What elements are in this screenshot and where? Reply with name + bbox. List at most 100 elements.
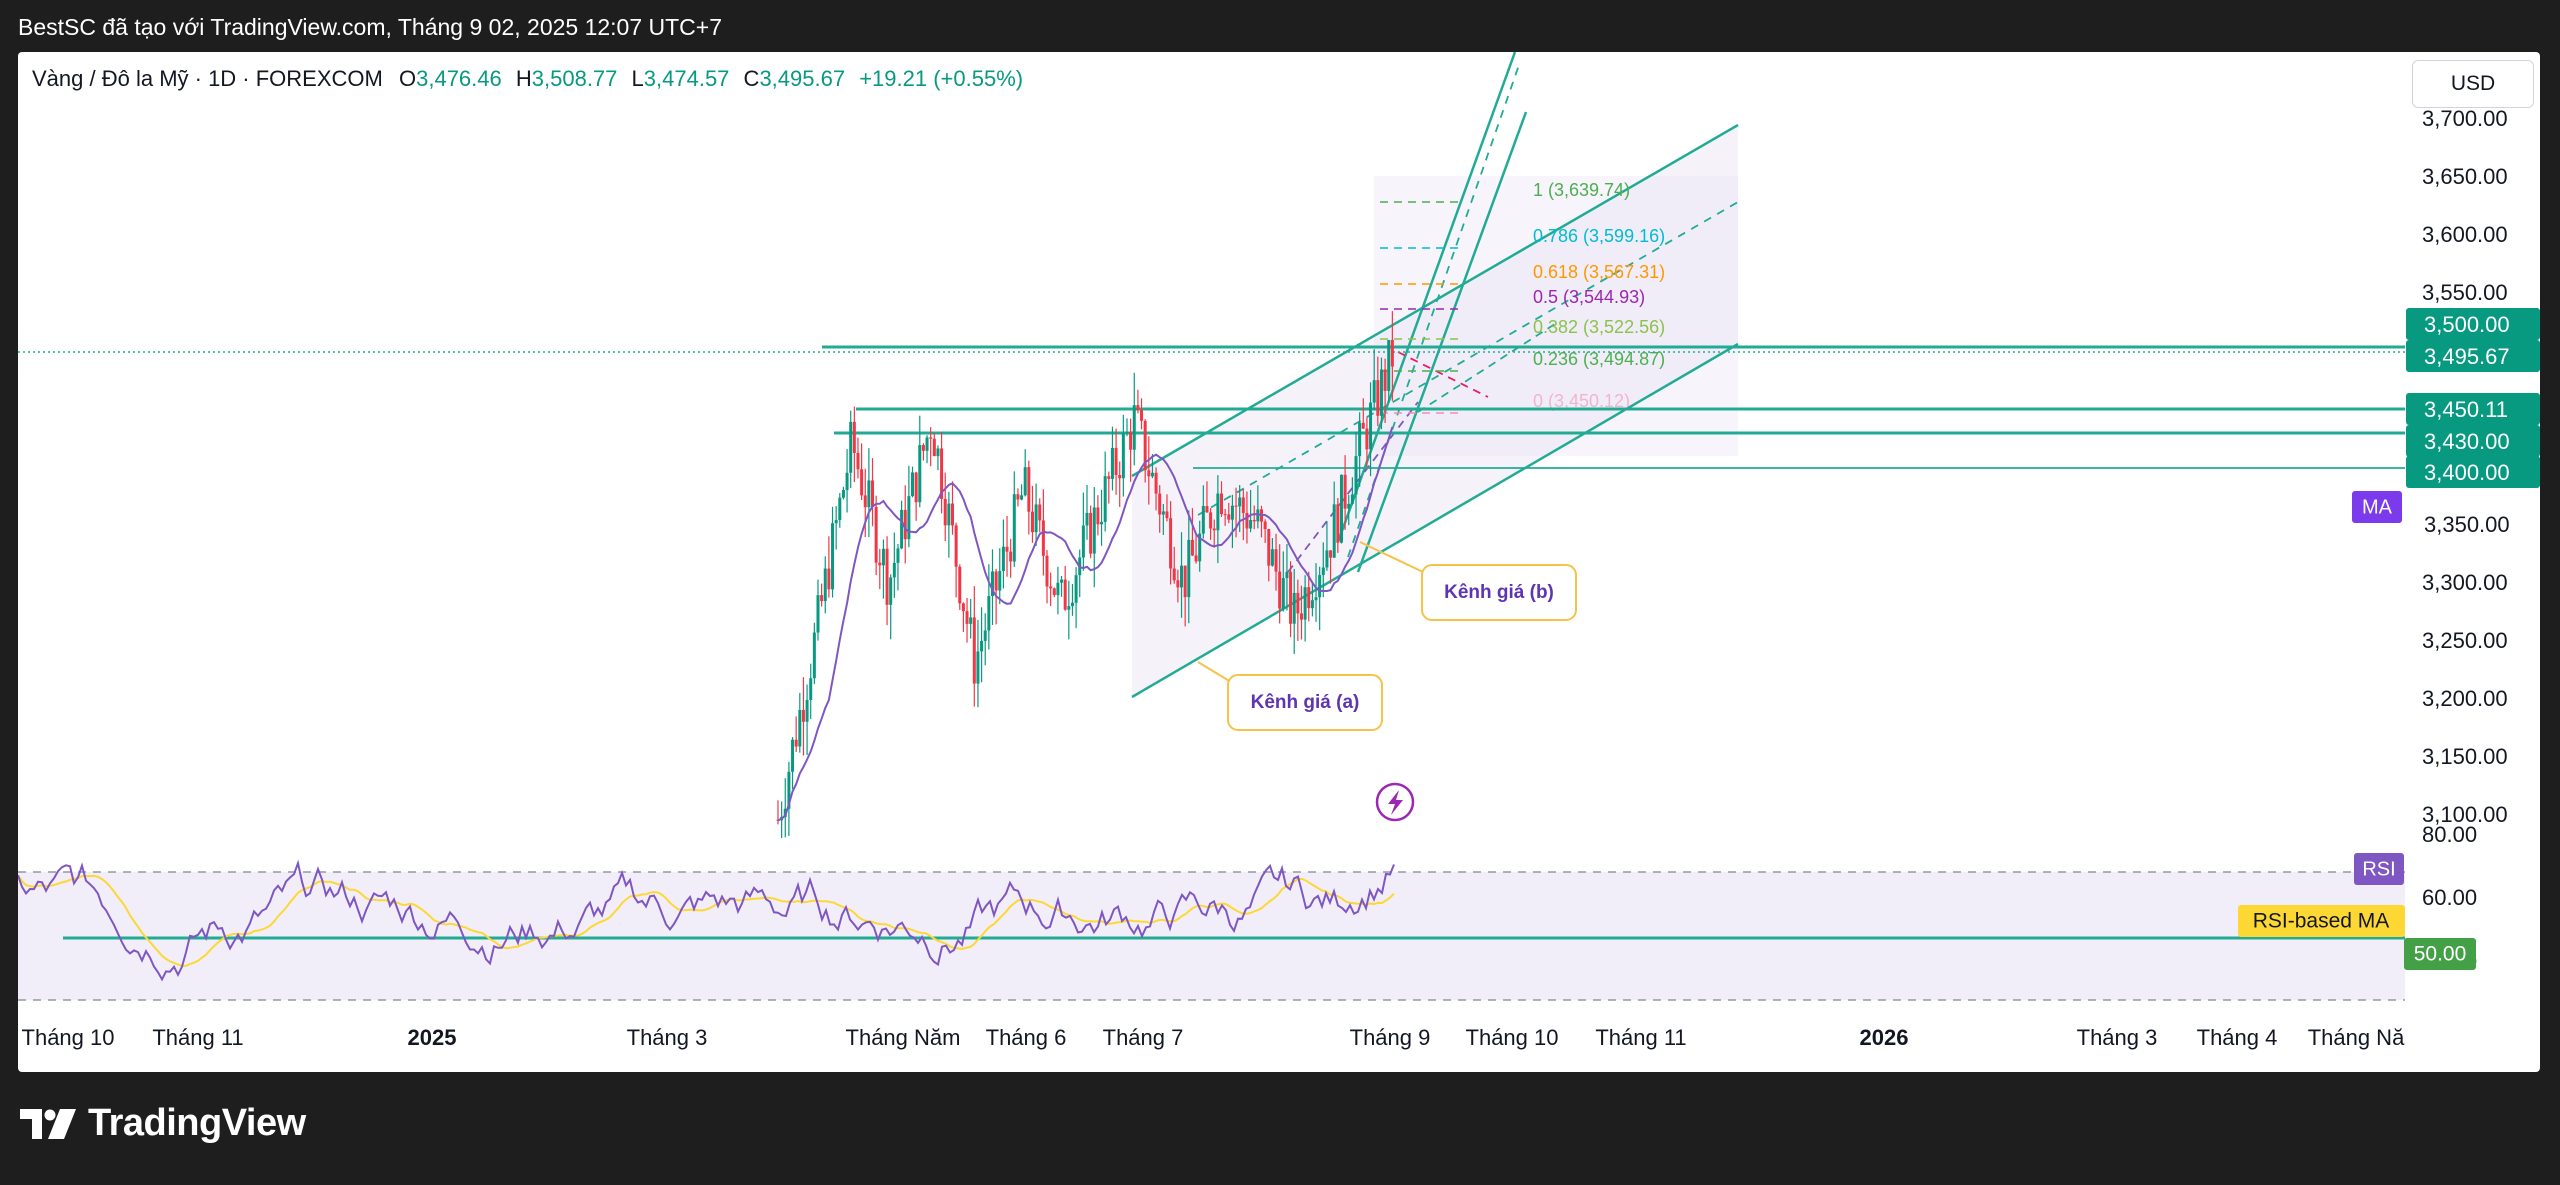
price-badge: 3,430.00 [2406,425,2540,457]
candle [809,663,813,720]
symbol-name: Vàng / Đô la Mỹ · 1D · FOREXCOM [32,66,383,91]
candle [1252,505,1256,530]
candle [1285,544,1289,611]
price-badge: 3,450.11 [2406,393,2540,425]
candle [1016,488,1020,507]
candle [896,544,900,591]
candle [969,599,973,639]
candle [1358,412,1362,487]
candle [1009,538,1013,578]
rsi-ma-line [18,874,1395,967]
candle [903,485,907,564]
candle [998,548,1002,605]
candle [1063,566,1067,611]
horizontal-levels[interactable] [18,345,2405,469]
rsi-level-badge[interactable]: 50.00 [2404,938,2476,970]
candle [812,622,816,685]
candle [1325,521,1329,571]
candle [1045,550,1049,604]
low-label: L [631,66,644,91]
lightning-icon[interactable] [1375,782,1415,822]
svg-text:MA: MA [2362,496,2393,518]
svg-text:3,450.11: 3,450.11 [2424,397,2508,422]
time-axis-label: 2026 [1860,1025,1909,1050]
candle [1154,467,1158,511]
callout-channel-b[interactable]: Kênh giá (b) [1359,541,1577,621]
candlestick-series[interactable] [776,311,1394,838]
chart-canvas[interactable]: 1 (3,639.74) 0.786 (3,599.16) 0.618 (3,567… [18,52,2540,1072]
rsi-axis-label: 60.00 [2422,885,2477,910]
svg-text:50.00: 50.00 [2414,943,2467,966]
candle [911,466,915,498]
callout-channel-a[interactable]: Kênh giá (a) [1197,661,1383,731]
rsi-pane[interactable] [18,859,2405,1001]
candle [1056,566,1060,615]
price-badge: 3,350.00 [2424,512,2510,537]
svg-text:RSI-based MA: RSI-based MA [2253,910,2390,933]
ma-line[interactable] [777,426,1394,822]
currency-button[interactable]: USD [2412,60,2534,108]
ma-badge[interactable]: MA [2352,491,2402,523]
tradingview-logo-icon [20,1108,76,1139]
svg-text:3,430.00: 3,430.00 [2424,429,2510,454]
symbol-legend[interactable]: Vàng / Đô la Mỹ · 1D · FOREXCOM O3,476.4… [32,66,1023,92]
price-badge: 3,495.67 [2406,340,2540,372]
candle [1263,519,1267,543]
candle [1169,501,1173,585]
tradingview-logo[interactable]: TradingView [20,1102,306,1145]
low-value: 3,474.57 [643,66,730,91]
candle [932,432,936,457]
candle [1303,575,1307,642]
candle [1274,533,1278,591]
candle [1350,477,1354,505]
candle [990,549,994,625]
price-axis-label: 3,550.00 [2422,280,2508,305]
close-label: C [743,66,760,91]
rsi-badge[interactable]: RSI [2354,853,2404,885]
candle [1314,563,1318,622]
price-axis-label: 3,650.00 [2422,164,2508,189]
candle [1343,455,1347,530]
time-axis-label: Tháng 3 [2077,1025,2158,1050]
candle [889,574,893,640]
candle [1238,485,1242,533]
candle [1390,311,1394,401]
candle [1216,475,1220,564]
candle [1361,398,1365,430]
candle [972,586,976,707]
candle [783,778,787,838]
header-bar: BestSC đã tạo với TradingView.com, Tháng… [0,0,2560,52]
candle [1150,453,1154,479]
chart-area[interactable]: 1 (3,639.74) 0.786 (3,599.16) 0.618 (3,567… [18,52,2540,1072]
candle [1307,571,1311,622]
fib-fill [1374,176,1738,456]
price-channel-a[interactable] [1131,123,1739,699]
high-label: H [515,66,532,91]
candle [958,564,962,610]
candle [1212,519,1216,548]
svg-text:0.236 (3,494.87): 0.236 (3,494.87) [1533,349,1665,369]
attribution-text: BestSC đã tạo với TradingView.com, Tháng… [18,14,723,40]
candle [918,415,922,508]
candle [1027,460,1031,535]
candle [1310,582,1314,617]
candle [892,532,896,598]
candle [1158,485,1162,533]
candle [1180,532,1184,618]
candle [1369,382,1373,477]
candle [838,492,842,528]
price-axis[interactable]: 3,700.00 3,650.00 3,600.00 3,550.00 3,300.00… [2422,106,2508,827]
candle [1372,349,1376,411]
svg-text:1 (3,639.74): 1 (3,639.74) [1533,180,1630,200]
candle [976,619,980,708]
candle [1321,542,1325,598]
svg-text:0.382 (3,522.56): 0.382 (3,522.56) [1533,317,1665,337]
candle [1060,575,1064,597]
fib-retracement[interactable]: 1 (3,639.74) 0.786 (3,599.16) 0.618 (3,567… [1380,180,1665,414]
candle [867,448,871,538]
candle [1049,572,1053,607]
candle [1220,481,1224,517]
time-axis[interactable]: Tháng 10 Tháng 11 2025 Tháng 3 Tháng Năm Thán… [22,1025,2406,1050]
candle [1085,484,1089,540]
rsi-ma-badge[interactable]: RSI-based MA [2238,905,2405,937]
